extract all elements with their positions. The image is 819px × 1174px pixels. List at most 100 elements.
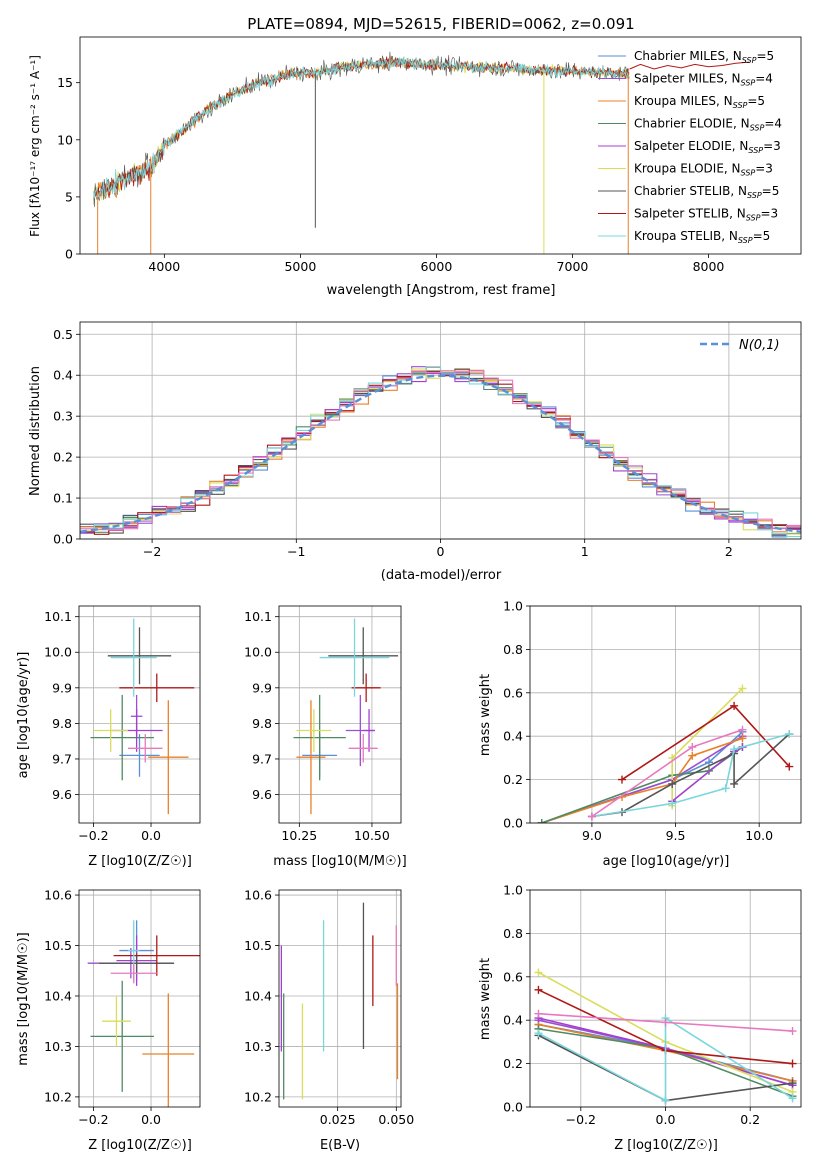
z-mass-ylabel: mass [log10(M/M☉)] (16, 932, 31, 1065)
residual-histogram-panel: −2 −1 0 1 2 0.0 0.1 0.2 0.3 0.4 0.5 N(0,1) (data-mo… (28, 321, 802, 583)
spectrum-legend-label: Salpeter ELODIE, NSSP=3 (634, 139, 781, 155)
z-mass-plot-area (87, 920, 200, 1107)
z-mass-ytick-label: 10.6 (44, 888, 72, 903)
z-weight-marker (788, 1027, 797, 1036)
age-weight-marker (668, 779, 677, 788)
spectrum-xlabel: wavelength [Angstrom, rest frame] (327, 283, 556, 298)
mass-age-panel: 10.25 10.50 9.6 9.7 9.8 9.9 10.0 10.1 mass [log… (244, 605, 407, 869)
age-weight-marker (730, 701, 739, 710)
spectrum-ytick-label: 0 (65, 247, 73, 262)
mass-age-ytick-label: 9.9 (252, 680, 272, 695)
age-weight-series-line (591, 728, 743, 818)
age-weight-ytick-label: 1.0 (503, 599, 523, 614)
age-weight-marker (730, 745, 739, 754)
residuals-ytick-label: 0.5 (53, 327, 73, 342)
spectrum-legend-label: Salpeter STELIB, NSSP=3 (634, 207, 778, 223)
ebv-mass-plot-area (280, 902, 399, 1100)
age-weight-marker (730, 779, 739, 788)
z-mass-xtick-label: −0.2 (78, 1112, 108, 1127)
spectrum-legend-label: Kroupa STELIB, NSSP=5 (634, 229, 770, 245)
ebv-mass-ytick-label: 10.4 (244, 988, 272, 1003)
age-weight-series-line (541, 731, 743, 823)
spectrum-xtick-label: 5000 (284, 259, 316, 274)
age-weight-ytick-label: 0.0 (503, 816, 523, 831)
age-weight-xtick-label: 10.0 (745, 828, 773, 843)
z-age-ylabel: age [log10(age/yr)] (16, 652, 31, 779)
residual-histogram (80, 366, 801, 538)
mass-age-xlabel: mass [log10(M/M☉)] (273, 854, 406, 869)
residuals-legend-label: N(0,1) (739, 338, 780, 353)
z-mass-panel: −0.2 0.0 10.2 10.3 10.4 10.5 10.6 Z [log10(Z/Z… (16, 888, 201, 1153)
age-weight-frame (529, 605, 802, 824)
z-age-ytick-label: 9.7 (52, 751, 72, 766)
spectrum-line (93, 51, 630, 208)
age-weight-series-line (541, 737, 743, 823)
residuals-ytick-label: 0.1 (53, 491, 73, 506)
age-weight-xtick-label: 9.5 (666, 828, 686, 843)
z-mass-ytick-label: 10.4 (44, 988, 72, 1003)
age-weight-marker (688, 751, 697, 760)
age-weight-ylabel: mass weight (478, 674, 493, 756)
z-weight-ytick-label: 0.8 (503, 926, 523, 941)
age-weight-marker (738, 734, 747, 743)
z-weight-marker (788, 1094, 797, 1103)
spectrum-ylabel: Flux [fλ10⁻¹⁷ erg cm⁻² s⁻¹ A⁻¹] (28, 55, 42, 237)
spectrum-legend-label: Chabrier MILES, NSSP=5 (634, 49, 774, 65)
z-mass-ytick-label: 10.5 (44, 938, 72, 953)
residuals-ytick-label: 0.3 (53, 409, 73, 424)
age-weight-marker (785, 762, 794, 771)
spectrum-ytick-label: 15 (57, 75, 73, 90)
spectrum-frame (79, 36, 802, 255)
residuals-ytick-label: 0.4 (53, 368, 73, 383)
spectrum-line (93, 56, 630, 201)
mass-age-xtick-label: 10.50 (354, 828, 390, 843)
spectrum-xtick-label: 8000 (693, 259, 725, 274)
ebv-mass-ytick-label: 10.3 (244, 1039, 272, 1054)
z-age-ytick-label: 9.9 (52, 680, 72, 695)
age-weight-marker (688, 743, 697, 752)
mass-age-frame (278, 605, 402, 824)
spectrum-red-tail (629, 61, 750, 70)
z-age-ytick-label: 9.6 (52, 787, 72, 802)
z-weight-ytick-label: 0.4 (503, 1013, 523, 1028)
spectrum-ytick-label: 10 (57, 132, 73, 147)
spectrum-xtick-label: 6000 (421, 259, 453, 274)
residuals-ytick-label: 0.0 (53, 532, 73, 547)
z-weight-ylabel: mass weight (478, 958, 493, 1040)
age-weight-xlabel: age [log10(age/yr)] (603, 854, 730, 869)
z-weight-marker (661, 1018, 670, 1027)
z-mass-ytick-label: 10.2 (44, 1089, 72, 1104)
z-weight-panel: −0.2 0.0 0.2 0.0 0.2 0.4 0.6 0.8 1.0 Z [log10(Z/… (478, 883, 802, 1153)
z-weight-plot-area (534, 968, 797, 1105)
mass-age-ytick-label: 9.8 (252, 716, 272, 731)
z-weight-ytick-label: 0.0 (503, 1100, 523, 1115)
spectrum-line (93, 57, 630, 205)
spectrum-plot-area (93, 51, 750, 254)
ebv-mass-xtick-label: 0.050 (378, 1112, 414, 1127)
z-weight-xlabel: Z [log10(Z/Z☉)] (614, 1138, 718, 1153)
z-weight-marker (534, 1009, 543, 1018)
age-weight-marker (704, 758, 713, 767)
residual-histogram (80, 370, 801, 531)
gaussian-reference-line (80, 374, 801, 533)
ebv-mass-ytick-label: 10.5 (244, 938, 272, 953)
z-mass-xlabel: Z [log10(Z/Z☉)] (88, 1138, 192, 1153)
age-weight-plot-area (537, 684, 794, 823)
residual-histogram (80, 368, 801, 534)
residuals-plot-area (80, 366, 801, 538)
z-weight-marker (661, 1096, 670, 1105)
age-weight-marker (537, 819, 546, 823)
ebv-mass-panel: 0.025 0.050 10.2 10.3 10.4 10.5 10.6 E(B-V) (244, 888, 414, 1153)
spectrum-xtick-label: 7000 (557, 259, 589, 274)
z-weight-marker (534, 968, 543, 977)
z-weight-marker (534, 1029, 543, 1038)
ebv-mass-frame (278, 889, 402, 1108)
spectrum-line (93, 56, 630, 201)
z-mass-xtick-label: 0.0 (141, 1112, 161, 1127)
age-weight-marker (738, 725, 747, 734)
z-age-xtick-label: −0.2 (78, 828, 108, 843)
residuals-xtick-label: 0 (437, 544, 445, 559)
residuals-ytick-label: 0.2 (53, 450, 73, 465)
spectrum-panel: 4000 5000 6000 7000 8000 0 5 10 15 Chabrier MILES… (28, 36, 802, 298)
